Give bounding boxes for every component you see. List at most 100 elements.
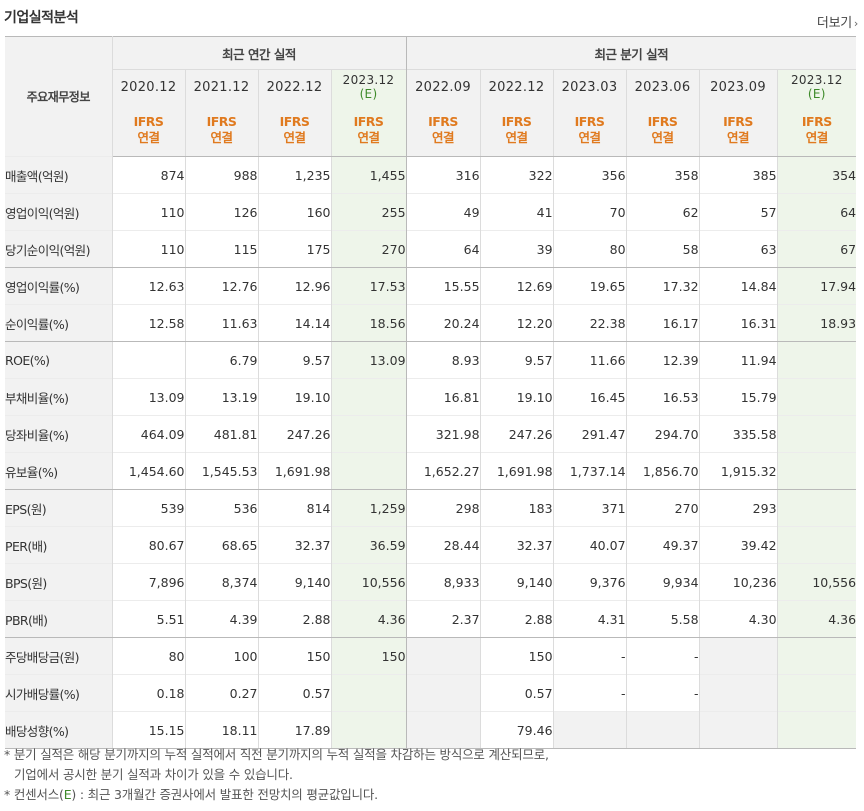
- table-cell: 20.24: [405, 304, 481, 342]
- basis-consolidation: 연결: [432, 130, 455, 145]
- table-cell: 0.57: [257, 674, 331, 712]
- table-cell: [330, 452, 407, 490]
- basis-standard: IFRS: [428, 114, 458, 129]
- table-cell: 115: [184, 230, 258, 268]
- basis-consolidation: 연결: [651, 130, 675, 145]
- table-cell: 291.47: [552, 415, 627, 453]
- table-cell: [776, 452, 857, 490]
- table-cell: 1,915.32: [698, 452, 778, 490]
- table-cell: 9.57: [257, 341, 331, 379]
- table-cell: 150: [479, 637, 554, 675]
- period-label: 2020.12: [120, 79, 177, 95]
- basis-consolidation: 연결: [137, 130, 160, 145]
- table-cell: 183: [479, 489, 554, 527]
- table-cell: 12.39: [625, 341, 700, 379]
- table-cell: 110: [112, 193, 185, 231]
- table-cell: 1,259: [330, 489, 407, 527]
- footnote-1: * 분기 실적은 해당 분기까지의 누적 실적에서 직전 분기까지의 누적 실적…: [4, 745, 549, 765]
- period-label: 2022.09: [415, 79, 471, 95]
- table-cell: 358: [625, 156, 700, 194]
- table-cell: 294.70: [625, 415, 700, 453]
- period-label: 2022.12: [266, 79, 323, 95]
- basis-header: IFRS 연결: [112, 104, 185, 157]
- table-cell: 385: [698, 156, 778, 194]
- row-label: 영업이익(억원): [5, 193, 113, 231]
- table-cell: 150: [257, 637, 331, 675]
- more-link-label[interactable]: 더보기: [816, 16, 852, 31]
- table-cell: 371: [552, 489, 627, 527]
- table-row: ROE(%) 6.79 9.57 13.09 8.93 9.57 11.66 12.39 11.…: [5, 341, 857, 379]
- basis-standard: IFRS: [723, 114, 753, 129]
- table-cell: 2.88: [479, 600, 554, 638]
- table-cell: 9,376: [552, 563, 627, 601]
- table-cell: 64: [776, 193, 857, 231]
- table-row: EPS(원) 539 536 814 1,259 298 183 371 270 293: [5, 489, 857, 527]
- footnote-2-mark: E: [63, 787, 72, 802]
- table-cell: [405, 674, 481, 712]
- footnote-1-line-2: 기업에서 공시한 분기 실적과 차이가 있을 수 있습니다.: [14, 767, 293, 782]
- table-body: 매출액(억원) 874 988 1,235 1,455 316 322 356 358 385 35…: [5, 156, 857, 749]
- table-cell: -: [552, 674, 627, 712]
- table-cell: 64: [405, 230, 481, 268]
- table-cell: 49: [405, 193, 481, 231]
- table-cell: 6.79: [184, 341, 258, 379]
- table-cell: 988: [184, 156, 258, 194]
- table-cell: 464.09: [112, 415, 185, 453]
- row-label: 유보율(%): [5, 452, 113, 490]
- table-cell: 49.37: [625, 526, 700, 564]
- table-cell: [776, 378, 857, 416]
- table-cell: 39.42: [698, 526, 778, 564]
- table-row: PBR(배) 5.51 4.39 2.88 4.36 2.37 2.88 4.31 5.58 4.…: [5, 600, 857, 638]
- basis-header-row: IFRS 연결 IFRS 연결 IFRS 연결 IFRS 연결 IFRS 연결 IFRS 연결 IFRS…: [5, 104, 857, 157]
- period-label: 2023.12: [790, 73, 843, 87]
- table-cell: [330, 711, 407, 749]
- table-cell: 36.59: [330, 526, 407, 564]
- table-cell: 9,140: [479, 563, 554, 601]
- table-cell: 1,652.27: [405, 452, 481, 490]
- table-cell: 0.18: [112, 674, 185, 712]
- period-header: 2023.12 (E): [330, 69, 407, 104]
- basis-consolidation: 연결: [357, 130, 381, 145]
- basis-standard: IFRS: [574, 114, 605, 129]
- table-cell: 11.63: [184, 304, 258, 342]
- footnote-2: * 컨센서스(E) : 최근 3개월간 증권사에서 발표한 전망치의 평균값입니…: [4, 785, 549, 805]
- table-cell: 8,374: [184, 563, 258, 601]
- table-cell: 63: [698, 230, 778, 268]
- basis-header: IFRS 연결: [184, 104, 258, 157]
- table-cell: 15.79: [698, 378, 778, 416]
- estimate-period-label: 2023.12 (E): [778, 73, 856, 101]
- footnotes: * 분기 실적은 해당 분기까지의 누적 실적에서 직전 분기까지의 누적 실적…: [4, 745, 549, 805]
- more-link[interactable]: 더보기 ›: [817, 12, 858, 31]
- table-cell: [405, 637, 481, 675]
- table-cell: 32.37: [257, 526, 331, 564]
- basis-consolidation: 연결: [578, 130, 602, 145]
- row-label: BPS(원): [5, 563, 113, 601]
- table-cell: 67: [776, 230, 857, 268]
- period-header: 2023.09: [698, 69, 778, 104]
- group-header-quarter: 최근 분기 실적: [405, 36, 857, 70]
- table-cell: 8,933: [405, 563, 481, 601]
- footnote-1-line-1: * 분기 실적은 해당 분기까지의 누적 실적에서 직전 분기까지의 누적 실적…: [4, 747, 549, 762]
- basis-standard: IFRS: [647, 114, 678, 129]
- table-cell: 12.76: [184, 267, 258, 305]
- table-cell: 62: [625, 193, 700, 231]
- table-cell: -: [625, 637, 700, 675]
- table-cell: 18.11: [184, 711, 258, 749]
- table-cell: 17.32: [625, 267, 700, 305]
- table-cell: 0.27: [184, 674, 258, 712]
- table-cell: 10,556: [776, 563, 857, 601]
- table-cell: 13.09: [112, 378, 185, 416]
- table-row: 영업이익(억원) 110 126 160 255 49 41 70 62 57 64: [5, 193, 857, 231]
- table-row: 부채비율(%) 13.09 13.19 19.10 16.81 19.10 16.45 16.…: [5, 378, 857, 416]
- basis-header: IFRS 연결: [405, 104, 481, 157]
- table-cell: 19.10: [479, 378, 554, 416]
- estimate-mark: (E): [807, 87, 826, 101]
- table-cell: [330, 378, 407, 416]
- table-cell: [776, 526, 857, 564]
- table-cell: 335.58: [698, 415, 778, 453]
- table-cell: 13.19: [184, 378, 258, 416]
- chevron-right-icon: ›: [853, 17, 858, 30]
- table-cell: 354: [776, 156, 857, 194]
- table-cell: 17.89: [257, 711, 331, 749]
- row-label: 당기순이익(억원): [5, 230, 113, 268]
